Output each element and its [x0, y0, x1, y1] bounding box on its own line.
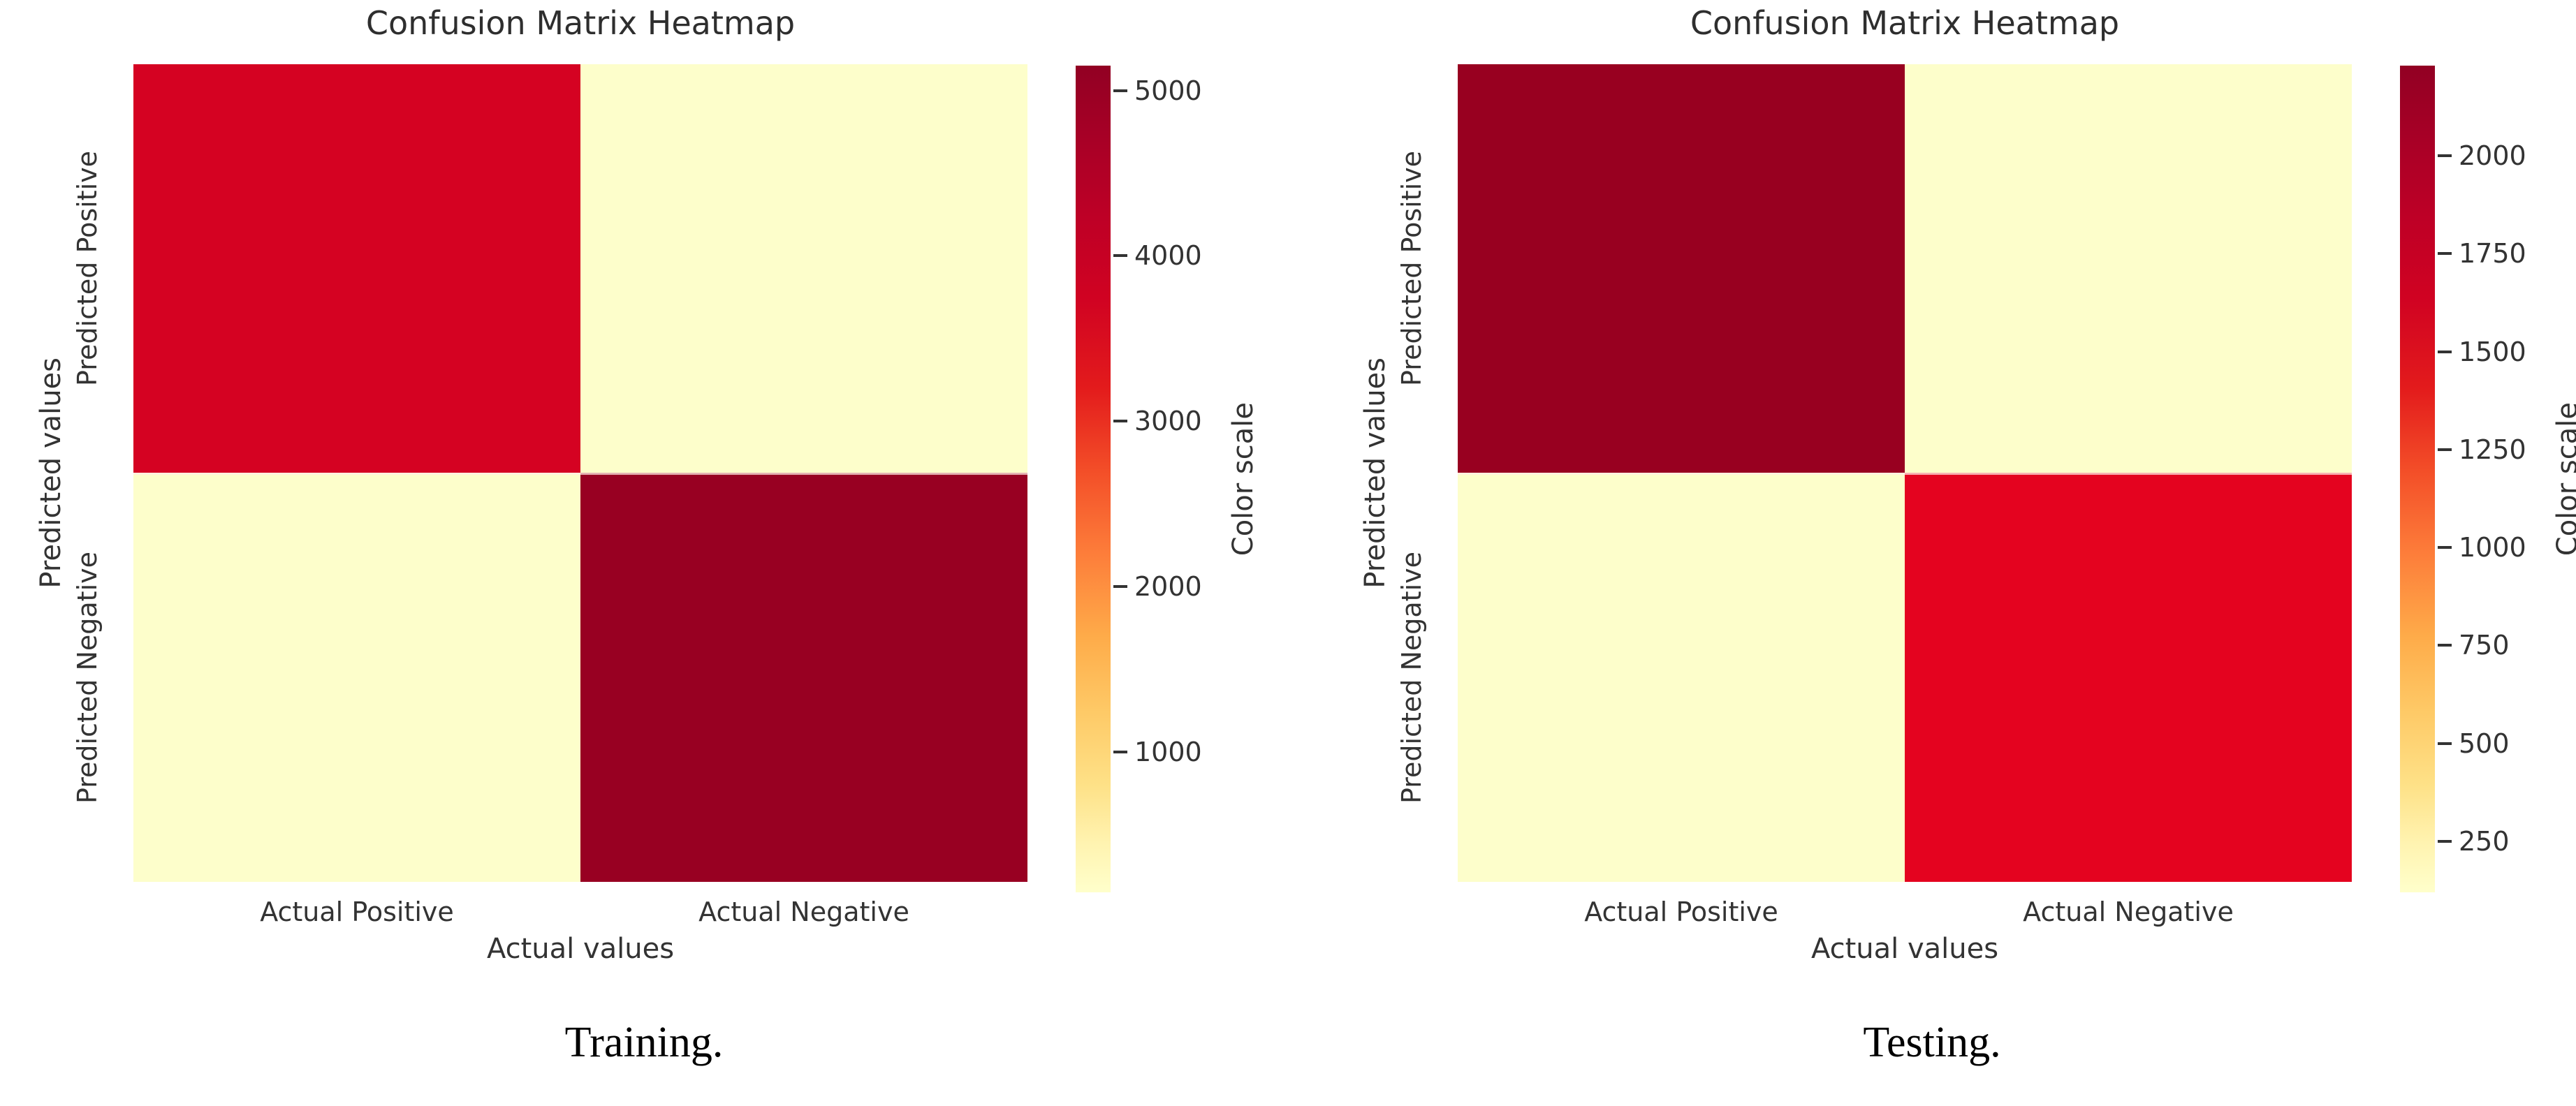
x-tick-label-actual-negative: Actual Negative	[2023, 897, 2234, 927]
colorbar-tick-label: 1750	[2459, 238, 2526, 270]
colorbar-tick-mark	[2438, 546, 2452, 550]
colorbar-tick-mark	[2438, 840, 2452, 843]
y-tick-label-predicted-positive: Predicted Positive	[1396, 151, 1427, 386]
colorbar-tick-label: 500	[2459, 728, 2510, 759]
colorbar-tick-mark	[1113, 254, 1127, 258]
x-tick-label-actual-negative: Actual Negative	[698, 897, 909, 927]
colorbar-tick-mark	[1113, 584, 1127, 588]
colorbar-tick-label: 1250	[2459, 434, 2526, 465]
colorbar-ticks: 5000 4000 3000 2000 1000	[1076, 66, 1236, 892]
y-tick-label-predicted-negative: Predicted Negative	[72, 551, 103, 804]
y-axis-label: Predicted values	[1359, 357, 1391, 589]
confusion-matrix-heatmap	[1458, 64, 2352, 882]
colorbar-ticks: 2000 1750 1500 1250 1000 750 500 250	[2400, 66, 2561, 892]
heatmap-cell-true-negative	[1905, 473, 2352, 882]
colorbar-tick-mark	[1113, 750, 1127, 753]
colorbar-tick-label: 5000	[1134, 75, 1202, 106]
confusion-matrix-heatmap	[133, 64, 1027, 882]
colorbar-tick-mark	[1113, 89, 1127, 92]
colorbar-tick-mark	[2438, 252, 2452, 256]
colorbar-label: Color scale	[1227, 401, 1259, 556]
chart-title: Confusion Matrix Heatmap	[1690, 4, 2120, 42]
heatmap-cell-false-negative	[1458, 473, 1905, 882]
y-tick-label-predicted-positive: Predicted Positive	[72, 151, 103, 386]
colorbar-tick-mark	[2438, 448, 2452, 451]
x-tick-labels: Actual Positive Actual Negative	[133, 897, 1027, 927]
colorbar-gradient	[2400, 66, 2435, 892]
subfigure-caption-training: Training.	[564, 1019, 724, 1066]
colorbar-tick-mark	[2438, 644, 2452, 647]
x-tick-label-actual-positive: Actual Positive	[260, 897, 454, 927]
colorbar-tick-label: 1000	[2459, 532, 2526, 563]
heatmap-cell-true-positive	[133, 64, 580, 473]
testing-figure-panel: Confusion Matrix Heatmap Predicted value…	[1288, 0, 2576, 1106]
training-figure-panel: Confusion Matrix Heatmap Predicted value…	[35, 4, 1259, 1066]
colorbar-tick-label: 3000	[1134, 406, 1202, 437]
heatmap-cell-false-negative	[133, 473, 580, 882]
subfigure-caption-testing: Testing.	[1863, 1019, 2001, 1066]
colorbar-label: Color scale	[2552, 401, 2576, 556]
heatmap-cell-false-positive	[580, 64, 1027, 473]
row-divider	[1458, 473, 2352, 475]
colorbar-tick-mark	[2438, 742, 2452, 745]
y-axis-label: Predicted values	[35, 357, 67, 589]
heatmap-cell-true-negative	[580, 473, 1027, 882]
row-divider	[133, 473, 1027, 475]
colorbar-gradient	[1076, 66, 1111, 892]
colorbar-tick-mark	[2438, 154, 2452, 158]
x-axis-label: Actual values	[1810, 933, 1999, 965]
colorbar-tick-label: 750	[2459, 630, 2510, 661]
x-axis-label: Actual values	[486, 933, 675, 965]
colorbar-tick-label: 2000	[2459, 140, 2526, 172]
colorbar-tick-label: 1000	[1134, 736, 1202, 767]
colorbar-tick-label: 4000	[1134, 240, 1202, 272]
colorbar-tick-label: 250	[2459, 826, 2510, 857]
x-tick-labels: Actual Positive Actual Negative	[1458, 897, 2352, 927]
colorbar-tick-label: 2000	[1134, 570, 1202, 602]
colorbar-tick-label: 1500	[2459, 336, 2526, 367]
y-tick-label-predicted-negative: Predicted Negative	[1396, 551, 1427, 804]
x-tick-label-actual-positive: Actual Positive	[1584, 897, 1778, 927]
heatmap-cell-false-positive	[1905, 64, 2352, 473]
colorbar-tick-mark	[2438, 350, 2452, 353]
chart-title: Confusion Matrix Heatmap	[365, 4, 796, 42]
heatmap-cell-true-positive	[1458, 64, 1905, 473]
colorbar-tick-mark	[1113, 420, 1127, 423]
